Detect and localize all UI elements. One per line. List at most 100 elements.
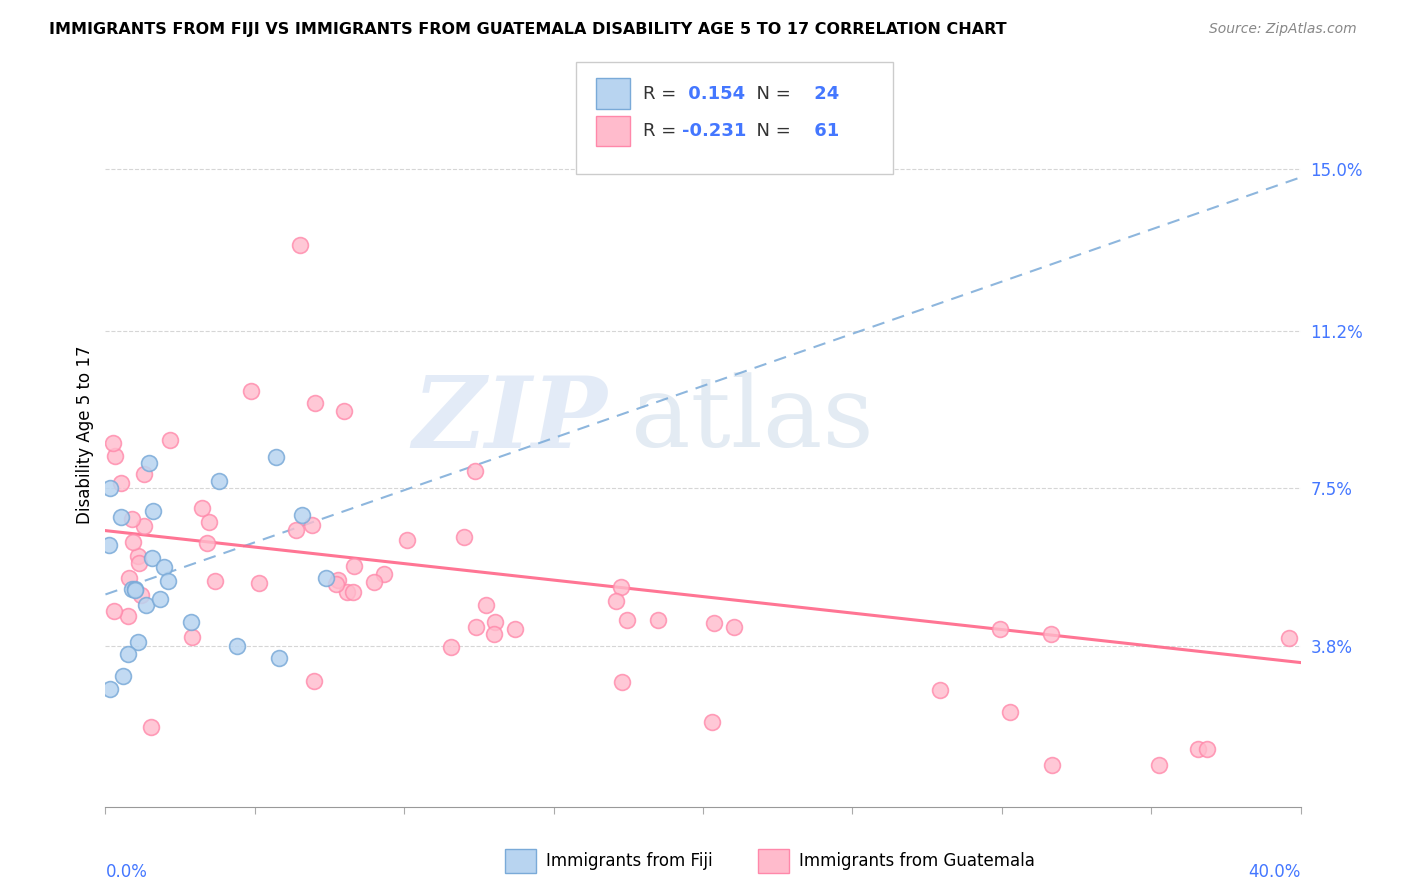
Point	[464, 464, 486, 478]
Point	[342, 585, 364, 599]
Text: Immigrants from Fiji: Immigrants from Fiji	[546, 852, 713, 870]
Point	[333, 404, 356, 418]
Point	[240, 384, 263, 398]
Point	[122, 535, 145, 549]
Point	[484, 615, 506, 630]
Point	[505, 622, 527, 636]
Point	[267, 651, 290, 665]
Point	[195, 535, 218, 549]
Point	[121, 512, 143, 526]
Text: 0.0%: 0.0%	[105, 863, 148, 880]
Point	[180, 615, 202, 629]
Point	[1278, 631, 1301, 645]
Point	[325, 577, 347, 591]
Point	[208, 475, 231, 489]
Point	[135, 598, 157, 612]
Point	[929, 682, 952, 697]
Point	[128, 556, 150, 570]
Point	[453, 530, 475, 544]
Point	[484, 627, 506, 641]
Point	[104, 449, 127, 463]
Point	[124, 582, 146, 597]
Point	[198, 515, 221, 529]
Point	[153, 559, 176, 574]
Point	[266, 450, 288, 465]
Point	[288, 238, 311, 252]
Text: 61: 61	[808, 122, 839, 140]
Point	[247, 575, 270, 590]
Point	[373, 567, 395, 582]
Point	[647, 613, 669, 627]
Point	[1187, 742, 1209, 756]
Point	[149, 591, 172, 606]
Point	[98, 682, 121, 697]
Point	[124, 582, 146, 597]
Point	[204, 574, 226, 588]
Point	[226, 639, 249, 653]
Point	[139, 720, 162, 734]
Point	[129, 588, 152, 602]
Point	[138, 456, 160, 470]
Point	[395, 533, 418, 547]
Y-axis label: Disability Age 5 to 17: Disability Age 5 to 17	[76, 345, 94, 524]
Point	[723, 620, 745, 634]
Point	[998, 706, 1021, 720]
Point	[110, 510, 132, 524]
Point	[616, 613, 638, 627]
Point	[703, 615, 725, 630]
Text: 40.0%: 40.0%	[1249, 863, 1301, 880]
Text: N =: N =	[745, 122, 797, 140]
Point	[440, 640, 463, 654]
Text: ZIP: ZIP	[412, 372, 607, 468]
Point	[141, 551, 163, 566]
Point	[121, 582, 143, 596]
Point	[464, 620, 486, 634]
Point	[609, 580, 631, 594]
Point	[127, 549, 149, 564]
Point	[111, 669, 134, 683]
Point	[159, 434, 181, 448]
Text: N =: N =	[745, 85, 797, 103]
Text: 0.154: 0.154	[682, 85, 745, 103]
Point	[301, 517, 323, 532]
Text: IMMIGRANTS FROM FIJI VS IMMIGRANTS FROM GUATEMALA DISABILITY AGE 5 TO 17 CORRELA: IMMIGRANTS FROM FIJI VS IMMIGRANTS FROM …	[49, 22, 1007, 37]
Point	[343, 559, 366, 574]
Point	[142, 504, 165, 518]
Text: R =: R =	[643, 85, 682, 103]
Point	[127, 635, 149, 649]
Point	[110, 476, 132, 491]
Point	[117, 647, 139, 661]
Text: 24: 24	[808, 85, 839, 103]
Point	[118, 572, 141, 586]
Point	[132, 518, 155, 533]
Point	[285, 523, 308, 537]
Text: -0.231: -0.231	[682, 122, 747, 140]
Point	[363, 575, 385, 590]
Point	[98, 481, 121, 495]
Point	[302, 673, 325, 688]
Text: Source: ZipAtlas.com: Source: ZipAtlas.com	[1209, 22, 1357, 37]
Point	[326, 573, 349, 587]
Point	[181, 630, 204, 644]
Point	[475, 598, 498, 612]
Point	[336, 584, 359, 599]
Point	[98, 538, 121, 552]
Point	[157, 574, 180, 588]
Point	[315, 571, 337, 585]
Point	[988, 623, 1011, 637]
Point	[702, 715, 724, 730]
Text: Immigrants from Guatemala: Immigrants from Guatemala	[799, 852, 1035, 870]
Point	[117, 609, 139, 624]
Text: R =: R =	[643, 122, 682, 140]
Text: atlas: atlas	[631, 372, 875, 467]
Point	[191, 500, 214, 515]
Point	[610, 674, 633, 689]
Point	[1197, 741, 1219, 756]
Point	[291, 508, 314, 522]
Point	[304, 396, 326, 410]
Point	[1040, 627, 1063, 641]
Point	[103, 604, 125, 618]
Point	[101, 436, 124, 450]
Point	[1147, 757, 1170, 772]
Point	[605, 594, 627, 608]
